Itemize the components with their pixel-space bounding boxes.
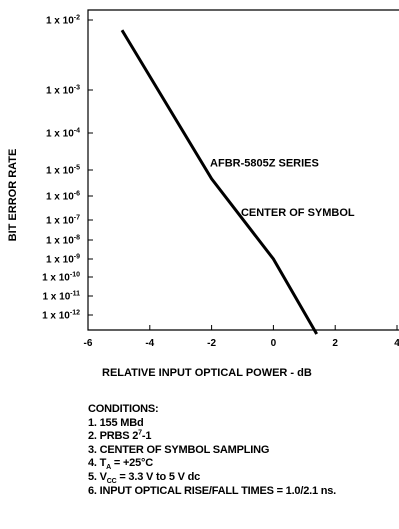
condition-post: -1 [141,430,152,443]
y-tick-label: 1 x 10-9 [46,254,80,266]
ber-line-series [120,29,318,335]
condition-pre: 4. T [88,457,107,470]
condition-pre: 3. CENTER OF SYMBOL SAMPLING [88,443,270,456]
conditions-heading: CONDITIONS: [88,403,159,415]
y-tick-label: 1 x 10-6 [46,191,80,203]
x-tick-label: 0 [271,338,277,349]
y-tick-label: 1 x 10-2 [46,15,80,27]
x-tick-label: 4 [394,338,399,349]
y-tick-label: 1 x 10-5 [46,165,80,177]
condition-sub: A [106,464,112,472]
y-tick-label: 1 x 10-7 [46,215,80,227]
plot-border [87,9,399,331]
condition-item: 3. CENTER OF SYMBOL SAMPLING [88,444,336,458]
condition-pre: 1. 155 MBd [88,416,144,429]
condition-pre: 5. V [88,470,107,483]
condition-post: = 3.3 V to 5 V dc [116,470,201,483]
y-axis-label: BIT ERROR RATE [7,149,19,242]
condition-item: 2. PRBS 27-1 [88,430,336,444]
condition-sup: 7 [138,429,142,437]
y-tick-label: 1 x 10-3 [46,85,80,97]
y-tick-label: 1 x 10-4 [46,128,80,140]
condition-pre: 6. INPUT OPTICAL RISE/FALL TIMES = 1.0/2… [88,484,337,497]
annotations: AFBR-5805Z SERIES CENTER OF SYMBOL [210,158,355,219]
conditions-list: 1. 155 MBd 2. PRBS 27-1 3. CENTER OF SYMBO… [88,417,336,499]
x-tick-label: -6 [84,338,93,349]
x-axis-ticks: -6 -4 -2 0 2 4 [84,325,399,349]
y-tick-label: 1 x 10-12 [42,310,80,322]
condition-pre: 2. PRBS 2 [88,430,139,443]
chart-annotation: AFBR-5805Z SERIES [210,158,319,170]
x-tick-label: -2 [207,338,216,349]
y-tick-label: 1 x 10-11 [42,291,80,303]
conditions-block: CONDITIONS: 1. 155 MBd 2. PRBS 27-1 3. CEN… [88,403,336,498]
chart-annotation: CENTER OF SYMBOL [241,207,355,219]
x-tick-label: 2 [332,338,338,349]
condition-item: 5. VCC = 3.3 V to 5 V dc [88,471,336,485]
condition-item: 1. 155 MBd [88,417,336,431]
condition-post: = +25°C [111,457,153,470]
condition-item: 4. TA = +25°C [88,457,336,471]
plot-frame [87,9,399,331]
series-group [120,29,318,335]
y-tick-label: 1 x 10-10 [42,272,80,284]
x-tick-label: -4 [145,338,154,349]
y-axis-ticks: 1 x 10-2 1 x 10-3 1 x 10-4 1 x 10-5 1 x 10-6… [42,15,93,322]
condition-sub: CC [106,478,117,486]
ber-chart: 1 x 10-2 1 x 10-3 1 x 10-4 1 x 10-5 1 x 10-6… [7,9,399,379]
x-axis-label: RELATIVE INPUT OPTICAL POWER - dB [102,367,312,379]
condition-item: 6. INPUT OPTICAL RISE/FALL TIMES = 1.0/2… [88,485,336,499]
y-tick-label: 1 x 10-8 [46,235,80,247]
